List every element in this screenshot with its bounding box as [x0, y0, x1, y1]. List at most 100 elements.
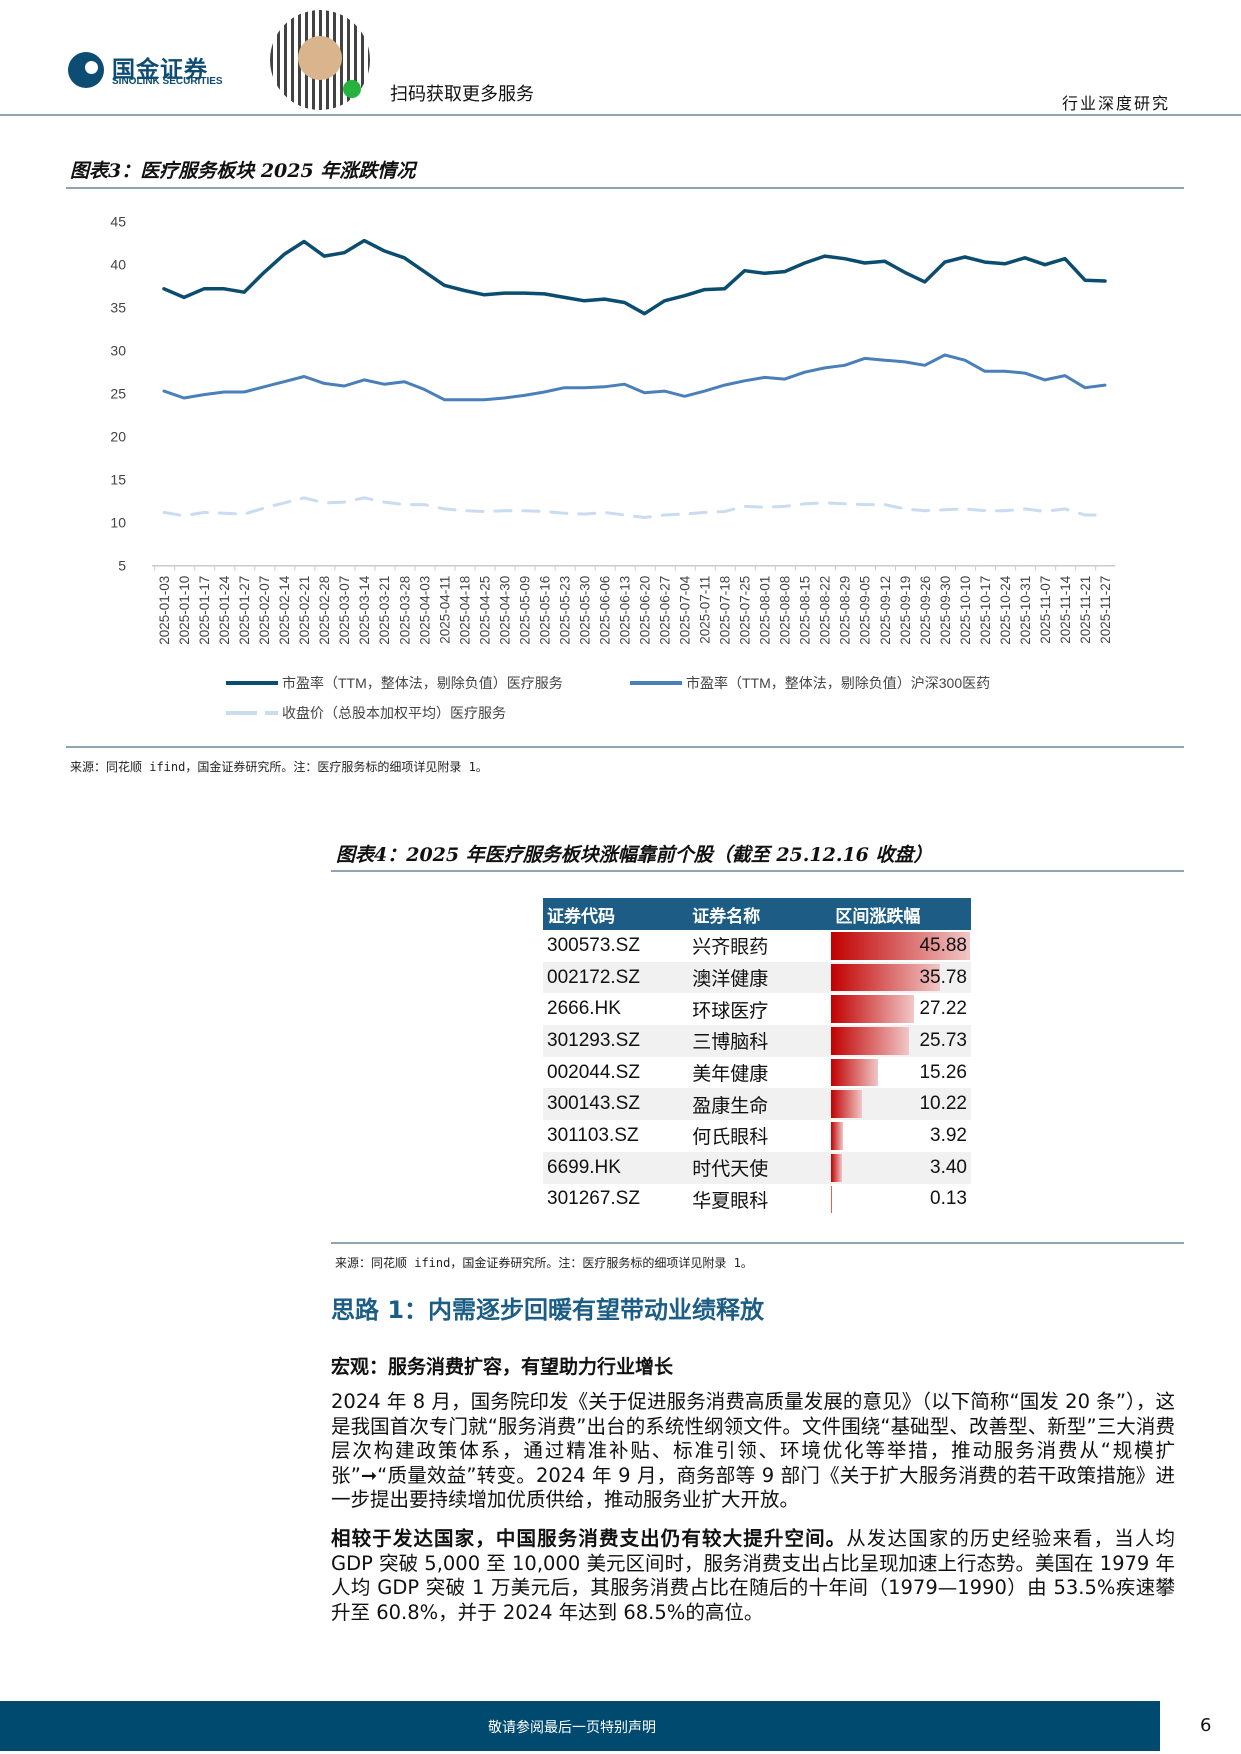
top-stocks-table: 证券代码 证券名称 区间涨跌幅 300573.SZ 兴齐眼药 45.88 0021…	[543, 898, 971, 1215]
figure3-line-chart: 5 10 15 20 25 30 35 40 45 2025-01-03 2025-01-10 202…	[110, 214, 1115, 645]
change-cell: 27.22	[831, 993, 971, 1025]
paragraph-2-lead: 相较于发达国家，中国服务消费支出仍有较大提升空间。	[331, 1527, 847, 1550]
change-value: 10.22	[919, 1093, 967, 1115]
footer-notice: 敬请参阅最后一页特别声明	[488, 1720, 656, 1736]
figure3-source: 来源：同花顺 ifind，国金证券研究所。注：医疗服务标的细项详见附录 1。	[70, 760, 488, 774]
x-tick-label: 2025-08-29	[838, 576, 853, 645]
y-tick-label: 5	[118, 558, 126, 574]
mini-program-icon	[343, 80, 361, 98]
table-row: 002044.SZ 美年健康 15.26	[543, 1057, 971, 1089]
change-bar	[831, 1027, 910, 1055]
x-tick-label: 2025-02-07	[257, 576, 272, 645]
change-bar	[831, 1058, 878, 1087]
x-tick-label: 2025-11-21	[1078, 576, 1093, 644]
change-value: 3.92	[930, 1124, 967, 1146]
y-tick-label: 45	[110, 214, 126, 230]
y-tick-label: 25	[110, 386, 126, 402]
figure4-divider	[331, 870, 1184, 872]
change-value: 27.22	[919, 998, 967, 1020]
table-row: 301103.SZ 何氏眼科 3.92	[543, 1120, 971, 1152]
col-change: 区间涨跌幅	[831, 898, 971, 930]
stock-code: 002172.SZ	[543, 961, 689, 994]
stock-name: 盈康生命	[688, 1088, 832, 1121]
y-tick-label: 15	[110, 472, 126, 488]
footer-band	[0, 1701, 1160, 1751]
x-tick-label: 2025-05-30	[577, 576, 592, 645]
change-value: 15.26	[919, 1061, 967, 1083]
page-number: 6	[1200, 1715, 1212, 1736]
series-line-3	[162, 496, 1107, 519]
figure3-title: 图表3：医疗服务板块 2025 年涨跌情况	[70, 160, 416, 182]
x-tick-label: 2025-02-21	[297, 576, 312, 645]
legend-label-1: 市盈率（TTM，整体法，剔除负值）医疗服务	[282, 675, 563, 691]
x-tick-label: 2025-08-15	[798, 576, 813, 645]
header-divider	[0, 114, 1241, 116]
change-cell: 15.26	[831, 1057, 971, 1089]
x-tick-label: 2025-05-16	[537, 576, 552, 645]
legend-item-1: 市盈率（TTM，整体法，剔除负值）医疗服务	[226, 673, 563, 693]
legend-swatch-3	[226, 711, 278, 715]
x-tick-label: 2025-06-13	[617, 576, 632, 645]
x-tick-label: 2025-01-27	[237, 576, 252, 645]
x-tick-label: 2025-01-10	[177, 576, 192, 645]
stock-code: 301293.SZ	[543, 1025, 689, 1057]
x-tick-label: 2025-10-31	[1018, 576, 1033, 645]
stock-name: 何氏眼科	[692, 1127, 769, 1149]
change-cell: 25.73	[831, 1025, 971, 1057]
x-tick-label: 2025-04-25	[477, 576, 492, 645]
change-value: 25.73	[919, 1029, 967, 1051]
x-tick-label: 2025-06-20	[638, 576, 653, 645]
figure3-divider	[66, 187, 1184, 189]
legend-item-3: 收盘价（总股本加权平均）医疗服务	[226, 703, 506, 723]
stock-code: 2666.HK	[547, 998, 621, 1020]
x-tick-label: 2025-01-17	[197, 576, 212, 645]
x-tick-label: 2025-03-14	[357, 575, 372, 645]
table-row: 2666.HK 环球医疗 27.22	[543, 993, 971, 1025]
x-tick-label: 2025-10-24	[998, 575, 1013, 645]
table-row: 300573.SZ 兴齐眼药 45.88	[543, 930, 971, 962]
x-tick-label: 2025-09-26	[918, 576, 933, 645]
x-tick-label: 2025-01-03	[157, 576, 172, 645]
x-tick-label: 2025-09-12	[878, 576, 893, 645]
x-tick-label: 2025-04-30	[497, 576, 512, 645]
change-cell: 10.22	[831, 1088, 971, 1121]
table-header-row: 证券代码 证券名称 区间涨跌幅	[543, 898, 971, 930]
x-tick-label: 2025-07-11	[698, 576, 713, 644]
x-tick-label: 2025-03-07	[337, 576, 352, 645]
logo-en: SINOLINK SECURITIES	[112, 76, 223, 87]
x-tick-label: 2025-04-18	[457, 576, 472, 645]
y-tick-label: 35	[110, 300, 126, 316]
y-tick-label: 20	[110, 429, 126, 445]
x-tick-label: 2025-07-04	[678, 575, 693, 645]
x-tick-label: 2025-06-27	[658, 576, 673, 645]
change-cell: 3.40	[831, 1151, 971, 1184]
paragraph-2: 相较于发达国家，中国服务消费支出仍有较大提升空间。从发达国家的历史经验来看，当人…	[331, 1527, 1175, 1625]
legend-label-2: 市盈率（TTM，整体法，剔除负值）沪深300医药	[686, 675, 991, 691]
col-code: 证券代码	[543, 898, 689, 930]
col-name: 证券名称	[688, 898, 832, 930]
x-tick-label: 2025-10-10	[958, 576, 973, 645]
change-value: 0.13	[930, 1188, 967, 1210]
paragraph-1: 2024 年 8 月，国务院印发《关于促进服务消费高质量发展的意见》（以下简称“…	[331, 1390, 1175, 1512]
x-tick-label: 2025-04-03	[417, 576, 432, 645]
change-cell: 45.88	[831, 930, 971, 962]
table-row: 300143.SZ 盈康生命 10.22	[543, 1088, 971, 1121]
x-tick-label: 2025-08-08	[778, 576, 793, 645]
x-tick-label: 2025-08-22	[818, 576, 833, 645]
stock-code: 300573.SZ	[547, 934, 640, 956]
x-tick-label: 2025-03-28	[397, 576, 412, 645]
x-tick-label: 2025-02-28	[317, 576, 332, 645]
x-tick-label: 2025-08-01	[758, 576, 773, 645]
x-tick-label: 2025-05-23	[557, 576, 572, 645]
x-tick-label: 2025-07-18	[718, 576, 733, 645]
section-subheading: 宏观：服务消费扩容，有望助力行业增长	[331, 1356, 674, 1378]
table-row: 301267.SZ 华夏眼科 0.13	[543, 1184, 971, 1216]
change-bar	[831, 932, 971, 960]
section-heading: 思路 1：内需逐步回暖有望带动业绩释放	[331, 1296, 765, 1324]
legend-item-2: 市盈率（TTM，整体法，剔除负值）沪深300医药	[630, 673, 990, 693]
stock-name: 澳洋健康	[688, 961, 832, 994]
x-tick-label: 2025-11-07	[1038, 576, 1053, 644]
table-row: 002172.SZ 澳洋健康 35.78	[543, 961, 971, 994]
x-tick-label: 2025-09-30	[938, 576, 953, 645]
